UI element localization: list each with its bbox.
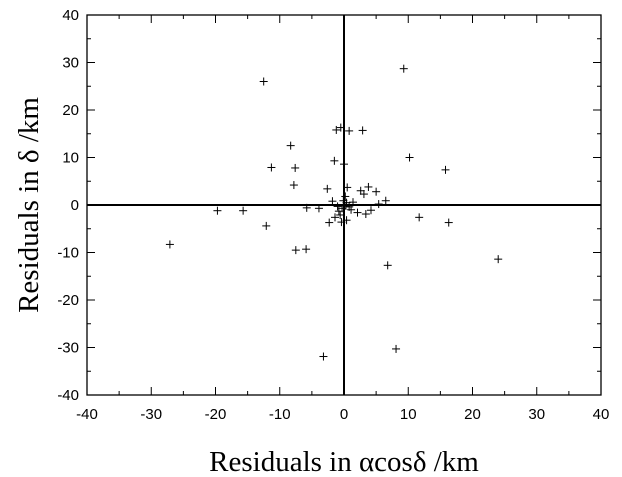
data-point [262, 221, 271, 230]
data-point [399, 64, 408, 73]
x-tick-label: 10 [400, 406, 417, 423]
data-point [359, 190, 368, 199]
data-point [333, 202, 342, 211]
y-tick-label: 30 [62, 55, 79, 72]
y-tick-label: -10 [57, 245, 79, 262]
y-tick-label: -30 [57, 340, 79, 357]
data-point [286, 141, 295, 150]
data-point [345, 126, 354, 135]
data-points [165, 64, 503, 361]
data-point [348, 198, 357, 207]
data-point [392, 344, 401, 353]
data-point [405, 153, 414, 162]
data-point [381, 196, 390, 205]
data-point [383, 261, 392, 270]
data-point [336, 123, 345, 132]
x-tick-label: 40 [593, 406, 610, 423]
data-point [291, 163, 300, 172]
x-axis-title: Residuals in αcosδ /km [209, 446, 479, 477]
data-point [259, 77, 268, 86]
data-point [342, 216, 351, 225]
data-point [356, 186, 365, 195]
data-point [364, 182, 373, 191]
data-point [336, 210, 345, 219]
data-point [343, 183, 352, 192]
x-tick-label: 30 [528, 406, 545, 423]
data-point [337, 218, 346, 227]
y-tick-label: 40 [62, 7, 79, 24]
data-point [353, 208, 362, 217]
x-tick-label: -30 [140, 406, 162, 423]
data-point [165, 240, 174, 249]
data-point [330, 156, 339, 165]
data-point [366, 206, 375, 215]
y-tick-label: 10 [62, 150, 79, 167]
data-point [314, 204, 323, 213]
data-point [340, 160, 348, 169]
data-point [372, 187, 381, 196]
data-point [239, 206, 248, 215]
data-point [331, 213, 340, 222]
data-point [347, 205, 356, 214]
y-axis-title: Residuals in δ /km [13, 97, 45, 313]
data-point [302, 245, 311, 254]
data-point [339, 196, 348, 205]
x-tick-label: 20 [464, 406, 481, 423]
data-point [374, 200, 383, 209]
x-tick-label: 0 [340, 406, 348, 423]
y-tick-label: -40 [57, 387, 79, 404]
y-tick-label: 20 [62, 102, 79, 119]
data-point [415, 213, 424, 222]
data-point [302, 203, 311, 212]
x-tick-label: -10 [269, 406, 291, 423]
data-point [332, 125, 341, 134]
data-point [289, 181, 298, 190]
y-tick-label: -20 [57, 292, 79, 309]
data-point [323, 184, 332, 193]
x-tick-label: -40 [76, 406, 98, 423]
y-tick-labels: -40 -30 -20 -10 0 10 20 30 40 [57, 7, 79, 404]
data-point [441, 165, 450, 174]
data-point [328, 197, 337, 206]
data-point [267, 163, 276, 172]
x-tick-label: -20 [205, 406, 227, 423]
data-point [213, 206, 222, 215]
axis-ticks [86, 14, 602, 396]
data-point [319, 352, 328, 361]
data-point [361, 210, 370, 219]
data-point [291, 246, 300, 255]
data-point [341, 201, 350, 210]
data-point [325, 218, 334, 227]
x-tick-labels: -40 -30 -20 -10 0 10 20 30 40 [76, 406, 609, 423]
data-point [358, 126, 367, 135]
data-point [494, 255, 503, 264]
y-tick-label: 0 [71, 197, 79, 214]
data-point [444, 218, 453, 227]
data-point [341, 192, 350, 201]
